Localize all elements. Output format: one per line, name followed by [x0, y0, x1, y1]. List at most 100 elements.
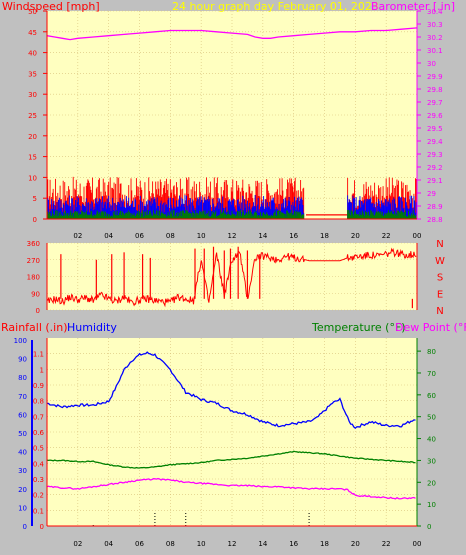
temperature-tick-label: 70 — [427, 370, 436, 378]
temperature-tick-label: 40 — [427, 436, 436, 444]
barometer-tick-label: 30 — [427, 60, 436, 68]
temp-x-tick-label: 06 — [135, 540, 144, 548]
rain-tick-label: 1 — [40, 366, 44, 374]
barometer-tick-label: 29.7 — [427, 99, 443, 107]
barometer-tick-label: 29.4 — [427, 138, 443, 146]
temp-series — [46, 351, 416, 526]
barometer-tick-label: 29.1 — [427, 177, 443, 185]
rain-tick-label: 0 — [40, 523, 44, 531]
wind-x-tick-label: 22 — [382, 232, 391, 240]
compass-label: N — [436, 239, 443, 250]
wind-x-tick-label: 12 — [228, 232, 237, 240]
compass-label: N — [436, 306, 443, 317]
humidity-tick-label: 30 — [18, 467, 27, 475]
barometer-tick-label: 29.8 — [427, 86, 443, 94]
barometer-tick-label: 29 — [427, 190, 436, 198]
rain-tick-label: 1.1 — [33, 351, 44, 359]
wind-x-tick-label: 16 — [289, 232, 298, 240]
temp-x-tick-label: 10 — [197, 540, 206, 548]
temp-x-tick-label: 14 — [258, 540, 267, 548]
direction-tick-label: 180 — [27, 274, 40, 282]
windspeed-tick-label: 25 — [28, 112, 37, 120]
barometer-tick-label: 28.9 — [427, 203, 443, 211]
humidity-tick-label: 20 — [18, 486, 27, 494]
calm-bars — [46, 209, 417, 219]
direction-tick-labels: 0 90 180 270 360 — [27, 240, 40, 315]
temperature-tick-label: 60 — [427, 392, 436, 400]
windspeed-axis-label: Windspeed [mph] — [2, 0, 100, 13]
rainfall-axis-label: Rainfall (.in) — [1, 321, 68, 334]
windspeed-tick-label: 40 — [28, 50, 37, 58]
rain-tick-label: 0.4 — [33, 460, 45, 468]
temp-x-tick-label: 22 — [382, 540, 391, 548]
barometer-tick-label: 30.3 — [427, 21, 443, 29]
wind-x-tick-labels: 02 04 06 08 10 12 14 16 18 20 22 00 — [73, 232, 421, 240]
windspeed-tick-label: 20 — [28, 133, 37, 141]
humidity-axis-label: Humidity — [67, 321, 117, 334]
humidity-tick-label: 100 — [14, 337, 27, 345]
humidity-tick-label: 90 — [18, 356, 27, 364]
humidity-tick-label: 80 — [18, 374, 27, 382]
temperature-tick-label: 20 — [427, 479, 436, 487]
windspeed-tick-label: 30 — [28, 91, 37, 99]
direction-line — [46, 247, 417, 308]
humidity-tick-label: 10 — [18, 504, 27, 512]
wind-x-tick-label: 06 — [135, 232, 144, 240]
temp-x-tick-labels: 02 04 06 08 10 12 14 16 18 20 22 00 — [73, 540, 421, 548]
humidity-tick-label: 60 — [18, 411, 27, 419]
direction-tick-label: 90 — [31, 290, 40, 298]
temperature-tick-label: 80 — [427, 348, 436, 356]
windspeed-tick-label: 5 — [33, 195, 37, 203]
temp-x-tick-label: 04 — [104, 540, 113, 548]
barometer-tick-label: 29.3 — [427, 151, 443, 159]
wind-x-tick-label: 20 — [351, 232, 360, 240]
rain-tick-label: 0.6 — [33, 429, 45, 437]
barometer-axis-label: Barometer [.in] — [371, 0, 455, 13]
humidity-tick-label: 50 — [18, 430, 27, 438]
rain-tick-labels: 0 0.1 0.2 0.3 0.4 0.5 0.6 0.7 0.8 0.9 1 1.1 — [33, 351, 45, 531]
rain-tick-label: 0.5 — [33, 445, 44, 453]
barometer-line — [46, 27, 418, 41]
temperature-tick-label: 10 — [427, 501, 436, 509]
dewpoint-line — [46, 477, 416, 500]
temperature-tick-label: 0 — [427, 523, 431, 531]
compass-label: S — [437, 273, 443, 284]
barometer-tick-label: 30.4 — [427, 8, 443, 16]
temperature-tick-label: 50 — [427, 414, 436, 422]
rain-tick-label: 0.8 — [33, 398, 44, 406]
wind-x-tick-label: 14 — [258, 232, 267, 240]
barometer-tick-label: 30.1 — [427, 47, 443, 55]
wind-left-tick-labels: 0 5 10 15 20 25 30 35 40 45 50 — [28, 8, 47, 224]
temp-x-tick-label: 02 — [73, 540, 82, 548]
wind-series — [46, 27, 418, 219]
wind-x-tick-label: 04 — [104, 232, 113, 240]
rain-tick-label: 0.7 — [33, 413, 44, 421]
rain-tick-label: 0.9 — [33, 382, 44, 390]
wind-x-tick-label: 02 — [73, 232, 82, 240]
humidity-tick-label: 0 — [23, 523, 27, 531]
windspeed-tick-label: 45 — [28, 29, 37, 37]
temp-x-tick-label: 20 — [351, 540, 360, 548]
windspeed-tick-label: 15 — [28, 154, 37, 162]
windspeed-tick-label: 0 — [33, 216, 37, 224]
wind-x-tick-label: 10 — [197, 232, 206, 240]
rain-tick-label: 0.1 — [33, 507, 44, 515]
rain-tick-label: 0.3 — [33, 476, 44, 484]
temperature-axis-label: Temperature (°F) — [311, 321, 406, 334]
direction-spikes — [60, 246, 413, 309]
barometer-tick-label: 28.8 — [427, 216, 443, 224]
barometer-tick-label: 29.2 — [427, 164, 443, 172]
temperature-tick-label: 30 — [427, 457, 436, 465]
wind-plot-area — [47, 11, 417, 219]
direction-tick-label: 0 — [36, 307, 40, 315]
dewpoint-axis-label: Dew Point (°F) — [395, 321, 466, 334]
temp-x-tick-label: 18 — [320, 540, 329, 548]
direction-series — [46, 246, 417, 309]
temperature-line — [46, 450, 416, 469]
windspeed-tick-label: 50 — [28, 8, 37, 16]
temp-x-tick-label: 12 — [228, 540, 237, 548]
barometer-tick-label: 29.5 — [427, 125, 443, 133]
